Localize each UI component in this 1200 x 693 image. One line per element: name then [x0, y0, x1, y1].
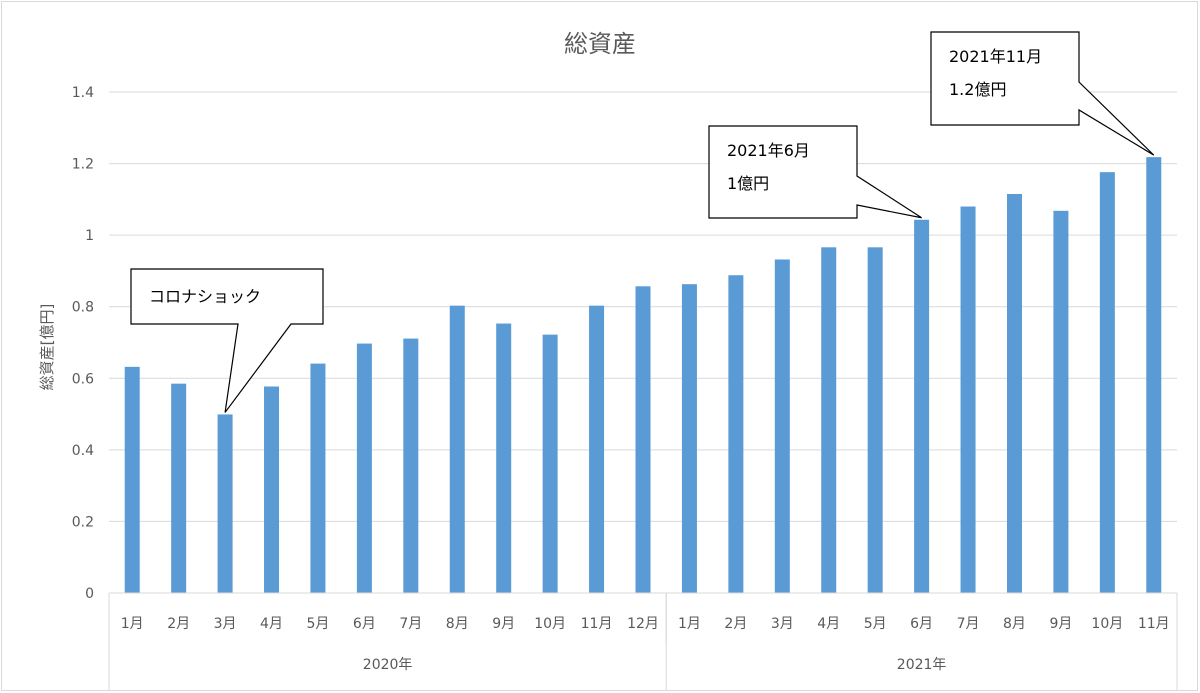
x-category-label: 11月: [581, 616, 613, 632]
callout-box: [930, 31, 1155, 156]
callout-text: 1.2億円: [949, 80, 1006, 99]
x-category-label: 9月: [1049, 616, 1072, 632]
y-tick-label: 0.2: [72, 514, 94, 530]
callouts: コロナショック 2021年6月 1億円 2021年11月 1.2億円: [130, 31, 1155, 413]
bar: [496, 323, 512, 593]
x-category-labels: 1月 2月 3月 4月 5月 6月 7月 8月 9月 10月 11月 12月 1月 2月 3月 4月 5月 6月 7…: [121, 616, 1170, 632]
callout-text: 2021年11月: [949, 47, 1042, 66]
x-category-label: 12月: [627, 616, 659, 632]
bar: [403, 338, 419, 593]
bars: [124, 157, 1162, 593]
x-category-label: 4月: [260, 616, 283, 632]
callout-box: [130, 268, 324, 413]
x-group-label: 2020年: [363, 657, 413, 673]
bar: [356, 343, 372, 593]
chart-title: 総資産: [564, 30, 636, 58]
y-tick-label: 0.4: [72, 443, 94, 459]
x-category-label: 4月: [817, 616, 840, 632]
callout-text: 1億円: [727, 174, 769, 193]
x-category-label: 5月: [306, 616, 329, 632]
x-category-label: 1月: [678, 616, 701, 632]
x-category-label: 3月: [214, 616, 237, 632]
bar: [1053, 210, 1069, 593]
x-category-label: 3月: [771, 616, 794, 632]
x-category-label: 1月: [121, 616, 144, 632]
bar: [542, 334, 558, 593]
x-category-label: 11月: [1138, 616, 1170, 632]
bar: [1146, 157, 1162, 593]
x-group-labels: 2020年 2021年: [108, 593, 1178, 690]
y-tick-label: 1.4: [72, 85, 94, 101]
x-category-label: 2月: [724, 616, 747, 632]
y-axis-label: 総資産[億円]: [38, 304, 56, 391]
y-tick-labels: 0 0.2 0.4 0.6 0.8 1 1.2 1.4: [72, 85, 94, 602]
bar: [589, 305, 605, 593]
bar: [681, 284, 697, 593]
y-tick-label: 0: [85, 586, 94, 602]
bar: [264, 386, 280, 593]
x-category-label: 2月: [167, 616, 190, 632]
callout-text: 2021年6月: [727, 141, 810, 160]
x-category-label: 10月: [1091, 616, 1123, 632]
callout-text: コロナショック: [149, 287, 261, 306]
callout-box: [708, 125, 922, 219]
x-category-label: 9月: [492, 616, 515, 632]
x-category-label: 8月: [1003, 616, 1026, 632]
y-tick-label: 0.6: [72, 371, 94, 387]
x-category-label: 5月: [864, 616, 887, 632]
x-group-label: 2021年: [897, 657, 947, 673]
bar: [1099, 172, 1115, 593]
x-category-label: 7月: [399, 616, 422, 632]
x-category-label: 6月: [353, 616, 376, 632]
bar: [1006, 193, 1022, 593]
x-category-label: 7月: [957, 616, 980, 632]
bar: [217, 414, 233, 593]
y-tick-label: 1.2: [72, 157, 94, 173]
bar: [171, 383, 187, 593]
y-tick-label: 1: [85, 228, 94, 244]
bar: [310, 363, 326, 593]
x-category-label: 10月: [534, 616, 566, 632]
bar: [124, 366, 140, 593]
x-category-label: 6月: [910, 616, 933, 632]
bar: [774, 259, 790, 593]
bar: [449, 305, 465, 593]
bar: [635, 286, 651, 593]
bar: [914, 219, 930, 593]
x-category-label: 8月: [446, 616, 469, 632]
bar: [867, 247, 883, 593]
bar: [960, 206, 976, 593]
bar: [728, 275, 744, 593]
y-tick-label: 0.8: [72, 300, 94, 316]
bar: [821, 247, 837, 593]
